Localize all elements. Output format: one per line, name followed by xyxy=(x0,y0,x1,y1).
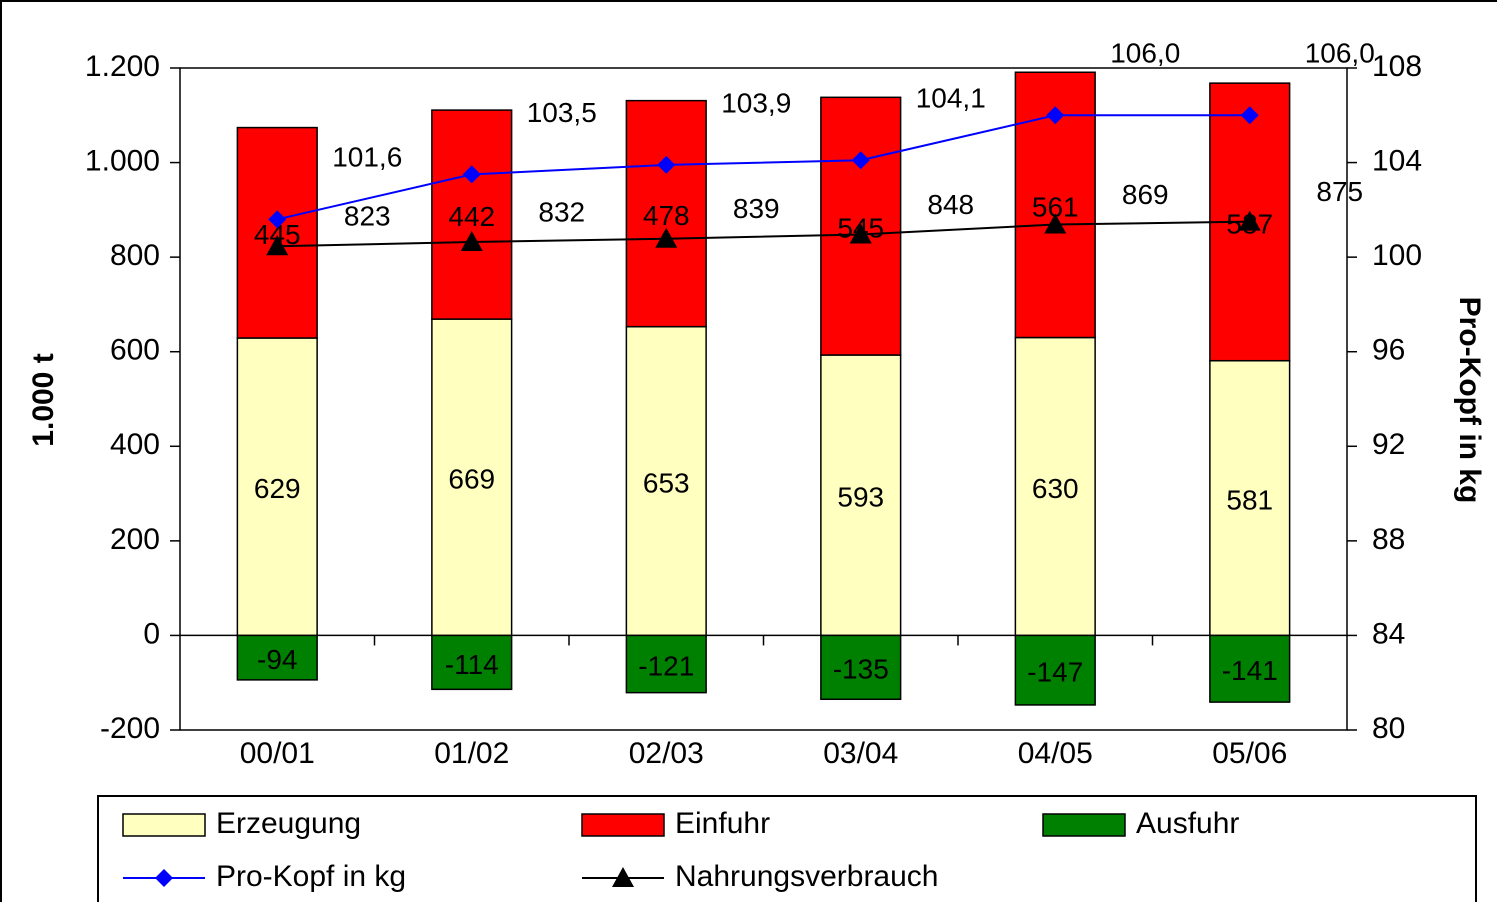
line-value-label: 832 xyxy=(538,196,585,227)
line-value-label: 106,0 xyxy=(1110,38,1180,69)
y2-tick-label: 92 xyxy=(1372,428,1405,461)
legend-marker xyxy=(612,867,634,887)
line-marker xyxy=(849,223,872,244)
line-marker xyxy=(268,210,287,229)
bar-segment xyxy=(1014,634,1096,706)
legend-swatch xyxy=(581,813,665,837)
bar-value-label: -147 xyxy=(1027,657,1083,688)
bar-segment xyxy=(236,126,318,339)
bar-segment xyxy=(625,634,707,694)
legend-label: Ausfuhr xyxy=(1136,807,1239,840)
bar-segment xyxy=(431,318,513,637)
y-tick-label: 800 xyxy=(110,239,160,272)
bar-segment xyxy=(236,634,318,681)
plot-area xyxy=(179,67,1348,731)
line-value-label: 101,6 xyxy=(332,142,402,173)
legend-swatch xyxy=(122,813,206,837)
y2-tick-label: 104 xyxy=(1372,144,1422,177)
x-tick-label: 05/06 xyxy=(1212,737,1287,770)
line-marker xyxy=(1238,210,1261,231)
bar-segment xyxy=(625,325,707,637)
line-value-label: 823 xyxy=(344,201,391,232)
bar-value-label: 581 xyxy=(1226,484,1273,515)
line xyxy=(277,114,1250,221)
y2-tick-label: 84 xyxy=(1372,617,1405,650)
bar-value-label: 629 xyxy=(254,473,301,504)
line-marker xyxy=(1046,106,1065,125)
y2-tick-label: 80 xyxy=(1372,712,1405,745)
line-value-label: 869 xyxy=(1122,179,1169,210)
y-tick-label: 600 xyxy=(110,334,160,367)
line-marker xyxy=(462,165,481,184)
y-tick-label: 1.200 xyxy=(85,50,160,83)
y-tick-label: 1.000 xyxy=(85,144,160,177)
line-marker xyxy=(1240,106,1259,125)
line-value-label: 103,5 xyxy=(527,97,597,128)
line-marker xyxy=(1044,213,1067,234)
x-tick-label: 02/03 xyxy=(629,737,704,770)
line-marker xyxy=(657,155,676,174)
y2-tick-label: 108 xyxy=(1372,50,1422,83)
bar-value-label: 593 xyxy=(837,482,884,513)
bar-value-label: 478 xyxy=(643,200,690,231)
legend-label: Erzeugung xyxy=(216,807,361,840)
bar-value-label: -114 xyxy=(445,649,499,680)
bar-segment xyxy=(431,109,513,320)
line-marker xyxy=(460,231,483,252)
bar-value-label: 653 xyxy=(643,467,690,498)
bar-segment xyxy=(820,634,902,701)
y-tick-label: 200 xyxy=(110,523,160,556)
line-marker xyxy=(266,235,289,256)
legend-label: Pro-Kopf in kg xyxy=(216,860,406,893)
bar-segment xyxy=(431,634,513,691)
legend-box xyxy=(97,795,1477,902)
bar-segment xyxy=(625,99,707,328)
line-value-label: 839 xyxy=(733,193,780,224)
bar-segment xyxy=(1209,359,1291,637)
line-value-label: 104,1 xyxy=(916,83,986,114)
y-axis-title: 1.000 t xyxy=(27,353,60,446)
y-tick-label: -200 xyxy=(100,712,160,745)
line-value-label: 875 xyxy=(1316,176,1363,207)
line-marker xyxy=(851,151,870,170)
y-tick-label: 400 xyxy=(110,428,160,461)
x-tick-label: 04/05 xyxy=(1018,737,1093,770)
bar-value-label: -141 xyxy=(1222,655,1278,686)
bar-segment xyxy=(1014,336,1096,637)
y2-tick-label: 96 xyxy=(1372,334,1405,367)
bar-value-label: 630 xyxy=(1032,473,1079,504)
bar-value-label: 669 xyxy=(448,464,495,495)
bar-value-label: -121 xyxy=(638,650,694,681)
bar-value-label: -94 xyxy=(257,644,297,675)
legend-marker xyxy=(155,869,173,887)
legend-label: Nahrungsverbrauch xyxy=(675,860,938,893)
line-marker xyxy=(655,227,678,248)
y2-tick-label: 88 xyxy=(1372,523,1405,556)
bar-value-label: 442 xyxy=(448,201,495,232)
line xyxy=(277,220,1250,248)
legend-swatch xyxy=(1042,813,1126,837)
bar-segment xyxy=(236,337,318,637)
line-value-label: 103,9 xyxy=(721,87,791,118)
y2-tick-label: 100 xyxy=(1372,239,1422,272)
line-value-label: 848 xyxy=(927,189,974,220)
x-tick-label: 01/02 xyxy=(434,737,509,770)
bar-segment xyxy=(1209,634,1291,703)
bar-segment xyxy=(820,354,902,637)
x-tick-label: 03/04 xyxy=(823,737,898,770)
y-tick-label: 0 xyxy=(143,617,160,650)
bar-value-label: -135 xyxy=(833,654,889,685)
line-value-label: 106,0 xyxy=(1305,38,1375,69)
x-tick-label: 00/01 xyxy=(240,737,315,770)
legend-label: Einfuhr xyxy=(675,807,770,840)
y2-axis-title: Pro-Kopf in kg xyxy=(1453,297,1486,504)
